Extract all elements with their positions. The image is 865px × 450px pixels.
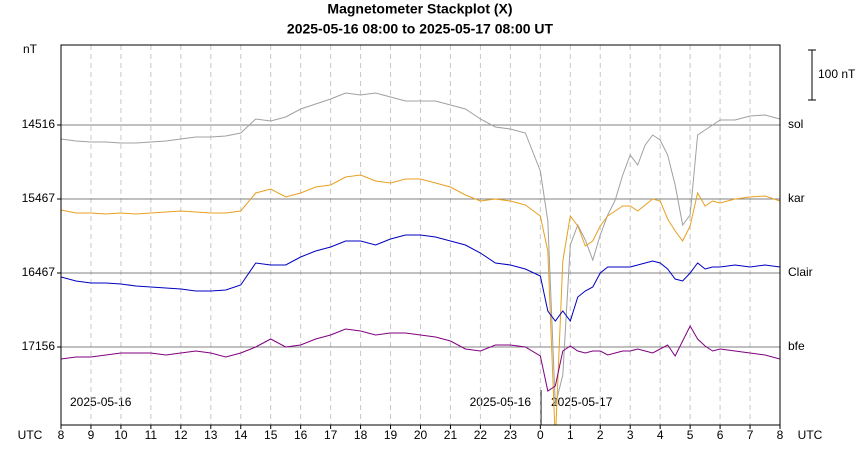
x-tick-label: 21 xyxy=(444,428,458,442)
y-tick-label: 16467 xyxy=(22,265,56,279)
x-tick-label: 8 xyxy=(58,428,65,442)
x-tick-label: 8 xyxy=(777,428,784,442)
x-tick-label: 12 xyxy=(174,428,188,442)
x-tick-label: 16 xyxy=(294,428,308,442)
date-label: 2025-05-16 xyxy=(470,395,532,409)
x-tick-label: 23 xyxy=(504,428,518,442)
x-tick-label: 7 xyxy=(747,428,754,442)
x-tick-label: 9 xyxy=(88,428,95,442)
x-tick-label: 10 xyxy=(114,428,128,442)
chart-title: Magnetometer Stackplot (X) xyxy=(327,1,512,17)
x-tick-label: 20 xyxy=(414,428,428,442)
x-unit: UTC xyxy=(798,428,823,442)
x-tick-label: 22 xyxy=(474,428,488,442)
trace xyxy=(61,324,780,392)
traces xyxy=(61,92,780,425)
series-label: kar xyxy=(788,191,805,205)
x-tick-label: 14 xyxy=(234,428,248,442)
x-tick-label: 17 xyxy=(324,428,338,442)
date-label: 2025-05-16 xyxy=(70,395,132,409)
x-tick-label: 5 xyxy=(687,428,694,442)
chart-subtitle: 2025-05-16 08:00 to 2025-05-17 08:00 UT xyxy=(287,21,554,37)
x-tick-label: 13 xyxy=(204,428,218,442)
x-tick-label: 1 xyxy=(567,428,574,442)
x-tick-label: 11 xyxy=(145,428,158,442)
x-tick-label: 4 xyxy=(657,428,664,442)
y-unit: nT xyxy=(23,42,38,56)
date-label: 2025-05-17 xyxy=(551,395,613,409)
x-tick-label: 6 xyxy=(717,428,724,442)
series-label: Clair xyxy=(788,265,813,279)
trace xyxy=(61,174,780,425)
series-label: sol xyxy=(788,117,803,131)
scale-bar-label: 100 nT xyxy=(818,67,856,81)
x-tick-label: 3 xyxy=(627,428,634,442)
x-tick-label: 15 xyxy=(264,428,278,442)
x-tick-label: 18 xyxy=(354,428,368,442)
x-tick-label: 2 xyxy=(597,428,604,442)
x-tick-label: 0 xyxy=(537,428,544,442)
y-tick-label: 15467 xyxy=(22,191,56,205)
trace xyxy=(61,234,780,323)
y-tick-label: 17156 xyxy=(22,339,56,353)
series-label: bfe xyxy=(788,339,805,353)
trace xyxy=(61,92,780,406)
y-tick-label: 14516 xyxy=(22,117,56,131)
x-unit: UTC xyxy=(18,428,43,442)
x-tick-label: 19 xyxy=(384,428,398,442)
